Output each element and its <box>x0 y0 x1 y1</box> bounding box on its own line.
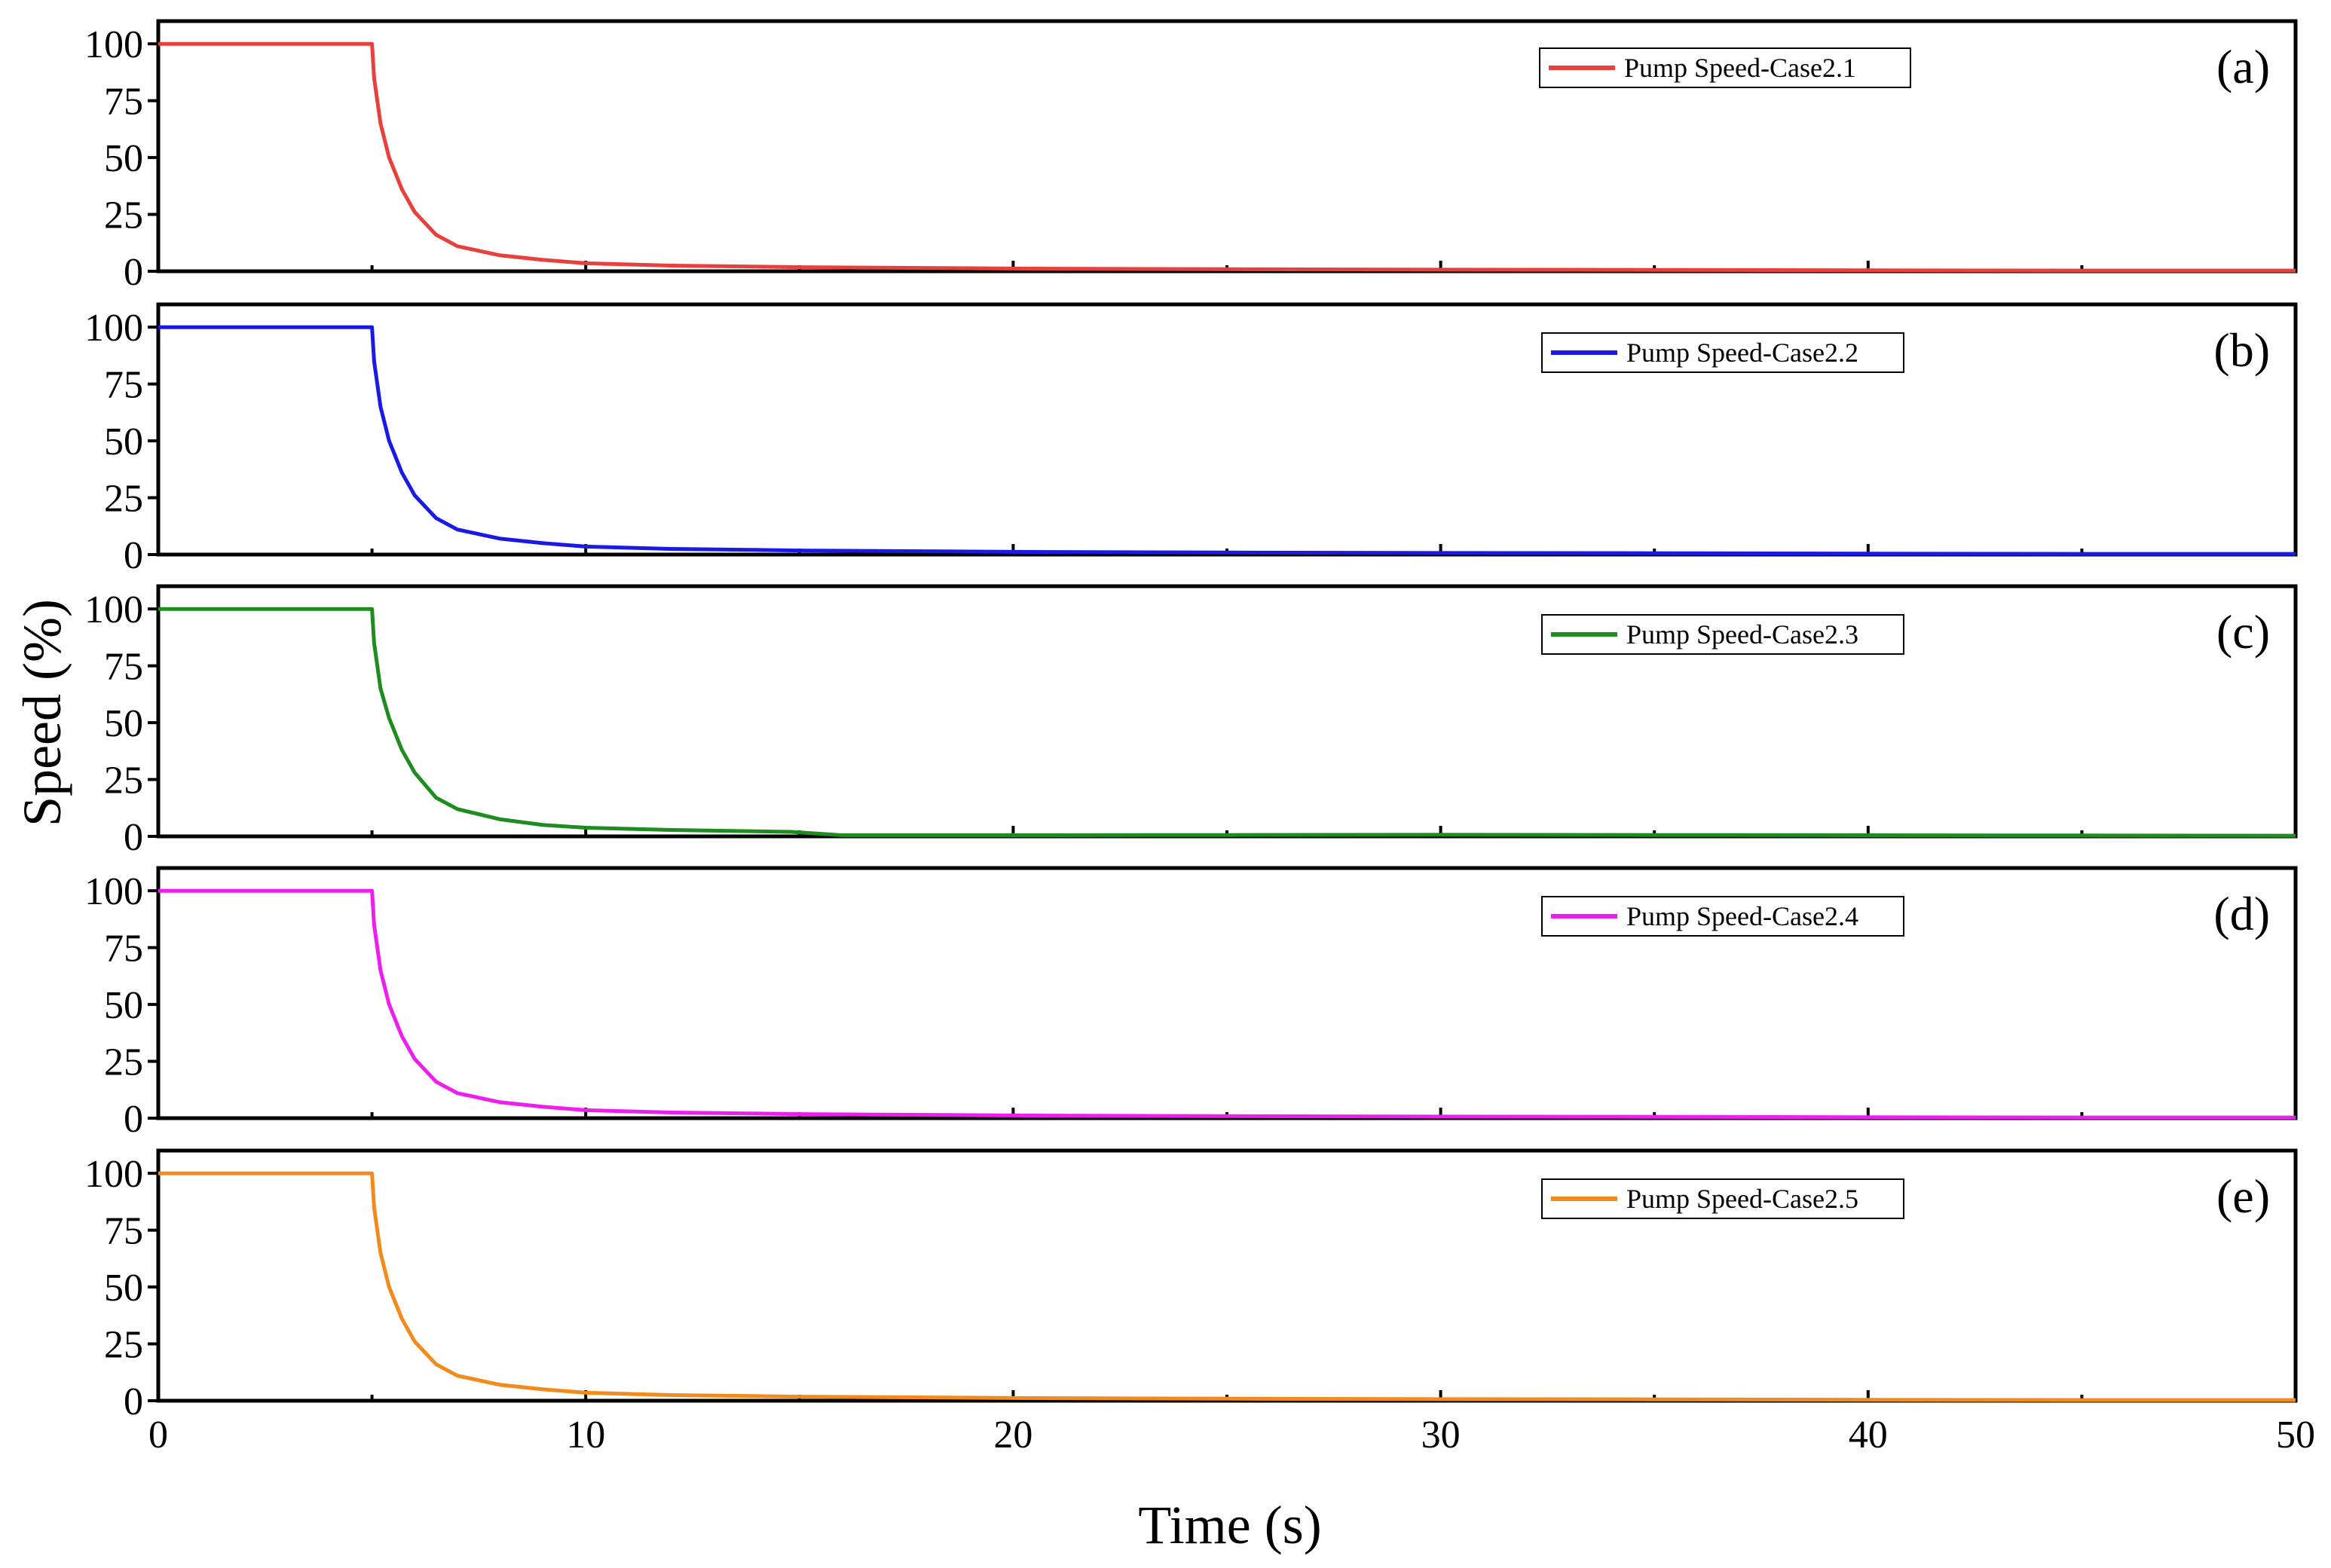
series-line <box>158 888 2296 1120</box>
panel-tag: (c) <box>2216 605 2270 659</box>
plot-frame <box>156 584 2298 839</box>
x-tick-label: 0 <box>148 1414 168 1456</box>
y-tick-label: 50 <box>104 984 143 1027</box>
y-tick-label: 0 <box>124 1380 143 1423</box>
y-axis-title: Speed (%) <box>12 599 72 827</box>
legend-box <box>1541 614 1904 655</box>
y-tick-label: 25 <box>104 194 143 237</box>
y-tick-label: 50 <box>104 420 143 463</box>
y-tick-label: 100 <box>84 588 143 631</box>
y-tick-label: 75 <box>104 646 143 689</box>
y-tick-label: 100 <box>84 1153 143 1196</box>
y-tick-label: 0 <box>124 251 143 294</box>
plot-frame <box>156 1148 2298 1403</box>
x-tick-label: 30 <box>1421 1414 1461 1456</box>
panel-tag: (e) <box>2216 1169 2270 1223</box>
series-line <box>158 41 2296 273</box>
x-axis-title: Time (s) <box>1138 1495 1321 1555</box>
panel-tag: (a) <box>2216 40 2270 93</box>
panel-3: 0 25 50 75 100 Pump Speed-Case2.3 (c) <box>84 584 2298 859</box>
series-line <box>158 325 2296 556</box>
y-tick-label: 75 <box>104 364 143 407</box>
x-tick-label: 20 <box>993 1414 1032 1456</box>
panel-1: 0 25 50 75 100 Pump Speed-Case2.1 (a) <box>84 19 2298 294</box>
x-tick-label: 50 <box>2276 1414 2315 1456</box>
panel-5: 0 25 50 75 100 0 10 20 30 40 50 Pump Speed-Case2.5 (… <box>84 1148 2315 1456</box>
y-tick-label: 100 <box>84 307 143 350</box>
y-tick-label: 0 <box>124 816 143 859</box>
panel-2: 0 25 50 75 100 Pump Speed-Case2.2 (b) <box>84 302 2298 577</box>
y-tick-label: 0 <box>124 534 143 577</box>
y-tick-label: 25 <box>104 478 143 521</box>
panel-4: 0 25 50 75 100 Pump Speed-Case2.4 (d) <box>84 866 2298 1141</box>
legend-label: Pump Speed-Case2.3 <box>1626 619 1858 650</box>
legend-label: Pump Speed-Case2.4 <box>1626 901 1858 931</box>
y-tick-label: 100 <box>84 870 143 913</box>
panel-tag: (d) <box>2213 887 2270 940</box>
plot-frame <box>156 19 2298 274</box>
legend-label: Pump Speed-Case2.2 <box>1626 338 1858 368</box>
series-line <box>158 607 2296 838</box>
y-tick-label: 75 <box>104 928 143 970</box>
legend-label: Pump Speed-Case2.1 <box>1624 53 1856 83</box>
plot-frame <box>156 302 2298 557</box>
panel-tag: (b) <box>2213 323 2270 377</box>
y-tick-label: 50 <box>104 137 143 180</box>
y-tick-label: 50 <box>104 1267 143 1310</box>
y-tick-label: 0 <box>124 1098 143 1141</box>
y-tick-label: 100 <box>84 23 143 66</box>
series-line <box>158 1171 2296 1402</box>
y-tick-label: 75 <box>104 1210 143 1253</box>
y-tick-label: 25 <box>104 1324 143 1367</box>
y-tick-label: 25 <box>104 1041 143 1084</box>
plot-frame <box>156 866 2298 1120</box>
x-tick-label: 10 <box>566 1414 605 1456</box>
y-tick-label: 50 <box>104 702 143 745</box>
x-tick-label: 40 <box>1849 1414 1888 1456</box>
y-tick-label: 25 <box>104 760 143 802</box>
y-tick-label: 75 <box>104 81 143 124</box>
legend-label: Pump Speed-Case2.5 <box>1626 1184 1858 1214</box>
